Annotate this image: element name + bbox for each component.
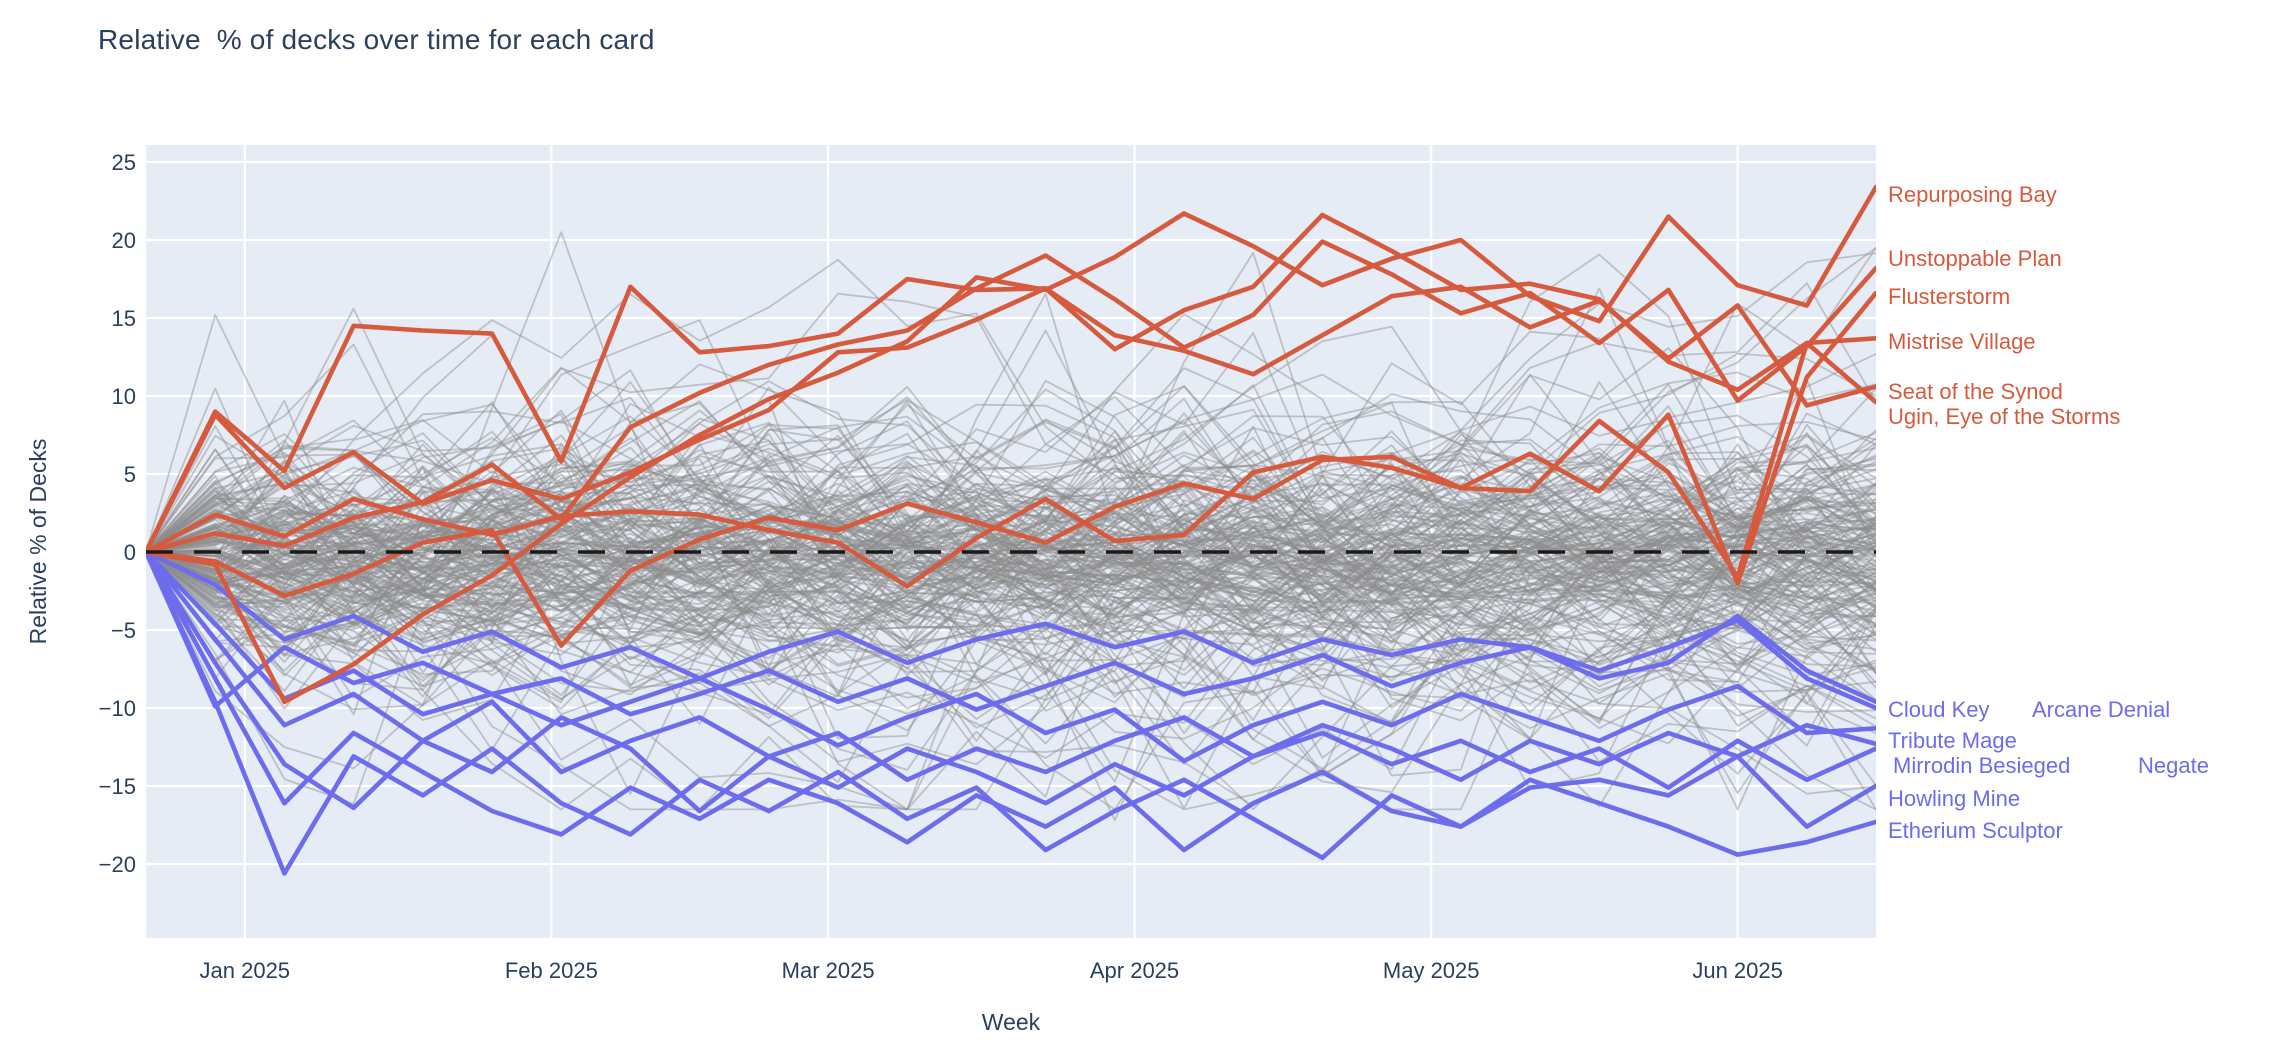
svg-text:20: 20 xyxy=(112,228,136,253)
annotation-down-card: Mirrodin Besieged xyxy=(1893,753,2070,778)
card-line xyxy=(146,549,1876,876)
svg-text:Mar 2025: Mar 2025 xyxy=(782,958,875,983)
annotation-down-card: Negate xyxy=(2138,753,2209,778)
svg-text:−20: −20 xyxy=(99,852,136,877)
card-line xyxy=(146,549,1876,717)
svg-text:10: 10 xyxy=(112,384,136,409)
annotation-up-card: Mistrise Village xyxy=(1888,329,2036,354)
card-line xyxy=(146,212,1876,555)
annotation-down-card: Tribute Mage xyxy=(1888,728,2017,753)
annotation-down-card: Arcane Denial xyxy=(2032,697,2170,722)
annotation-up-card: Repurposing Bay xyxy=(1888,182,2057,207)
annotation-down-card: Etherium Sculptor xyxy=(1888,818,2063,843)
svg-text:5: 5 xyxy=(124,462,136,487)
card-line xyxy=(146,549,1876,764)
svg-text:Jun 2025: Jun 2025 xyxy=(1692,958,1783,983)
x-axis-title: Week xyxy=(982,1009,1041,1035)
annotation-down-card: Cloud Key xyxy=(1888,697,1990,722)
annotation-up-card: Seat of the Synod xyxy=(1888,379,2063,404)
decreasing-card-lines[interactable] xyxy=(146,549,1876,876)
card-line xyxy=(146,284,1876,555)
background-card-lines xyxy=(146,231,1876,822)
svg-text:0: 0 xyxy=(124,540,136,565)
svg-text:−5: −5 xyxy=(111,618,136,643)
card-line xyxy=(146,549,1876,811)
svg-text:Jan 2025: Jan 2025 xyxy=(200,958,291,983)
card-line xyxy=(146,184,1876,705)
card-line xyxy=(146,549,1876,711)
card-line xyxy=(146,340,1876,648)
increasing-card-lines[interactable] xyxy=(146,184,1876,705)
page-title: Relative % of decks over time for each c… xyxy=(98,24,655,55)
svg-text:May 2025: May 2025 xyxy=(1383,958,1480,983)
card-name-annotations: Repurposing Bay Unstoppable Plan Flusterst… xyxy=(1888,182,2209,843)
svg-text:15: 15 xyxy=(112,306,136,331)
annotation-up-card: Ugin, Eye of the Storms xyxy=(1888,404,2120,429)
y-axis-tick-labels: 25 20 15 10 5 0 −5 −10 −15 −20 xyxy=(99,150,136,877)
annotation-up-card: Flusterstorm xyxy=(1888,284,2010,309)
svg-text:−10: −10 xyxy=(99,696,136,721)
svg-text:Apr 2025: Apr 2025 xyxy=(1090,958,1179,983)
card-line xyxy=(146,290,1876,589)
card-line xyxy=(146,549,1876,853)
annotation-down-card: Howling Mine xyxy=(1888,786,2020,811)
card-line xyxy=(146,239,1876,555)
svg-text:25: 25 xyxy=(112,150,136,175)
x-axis-tick-labels: Jan 2025 Feb 2025 Mar 2025 Apr 2025 May 2025… xyxy=(200,958,1783,983)
annotation-up-card: Unstoppable Plan xyxy=(1888,246,2062,271)
svg-text:Feb 2025: Feb 2025 xyxy=(505,958,598,983)
y-axis-title: Relative % of Decks xyxy=(25,439,51,645)
svg-text:−15: −15 xyxy=(99,774,136,799)
card-line xyxy=(146,549,1876,814)
